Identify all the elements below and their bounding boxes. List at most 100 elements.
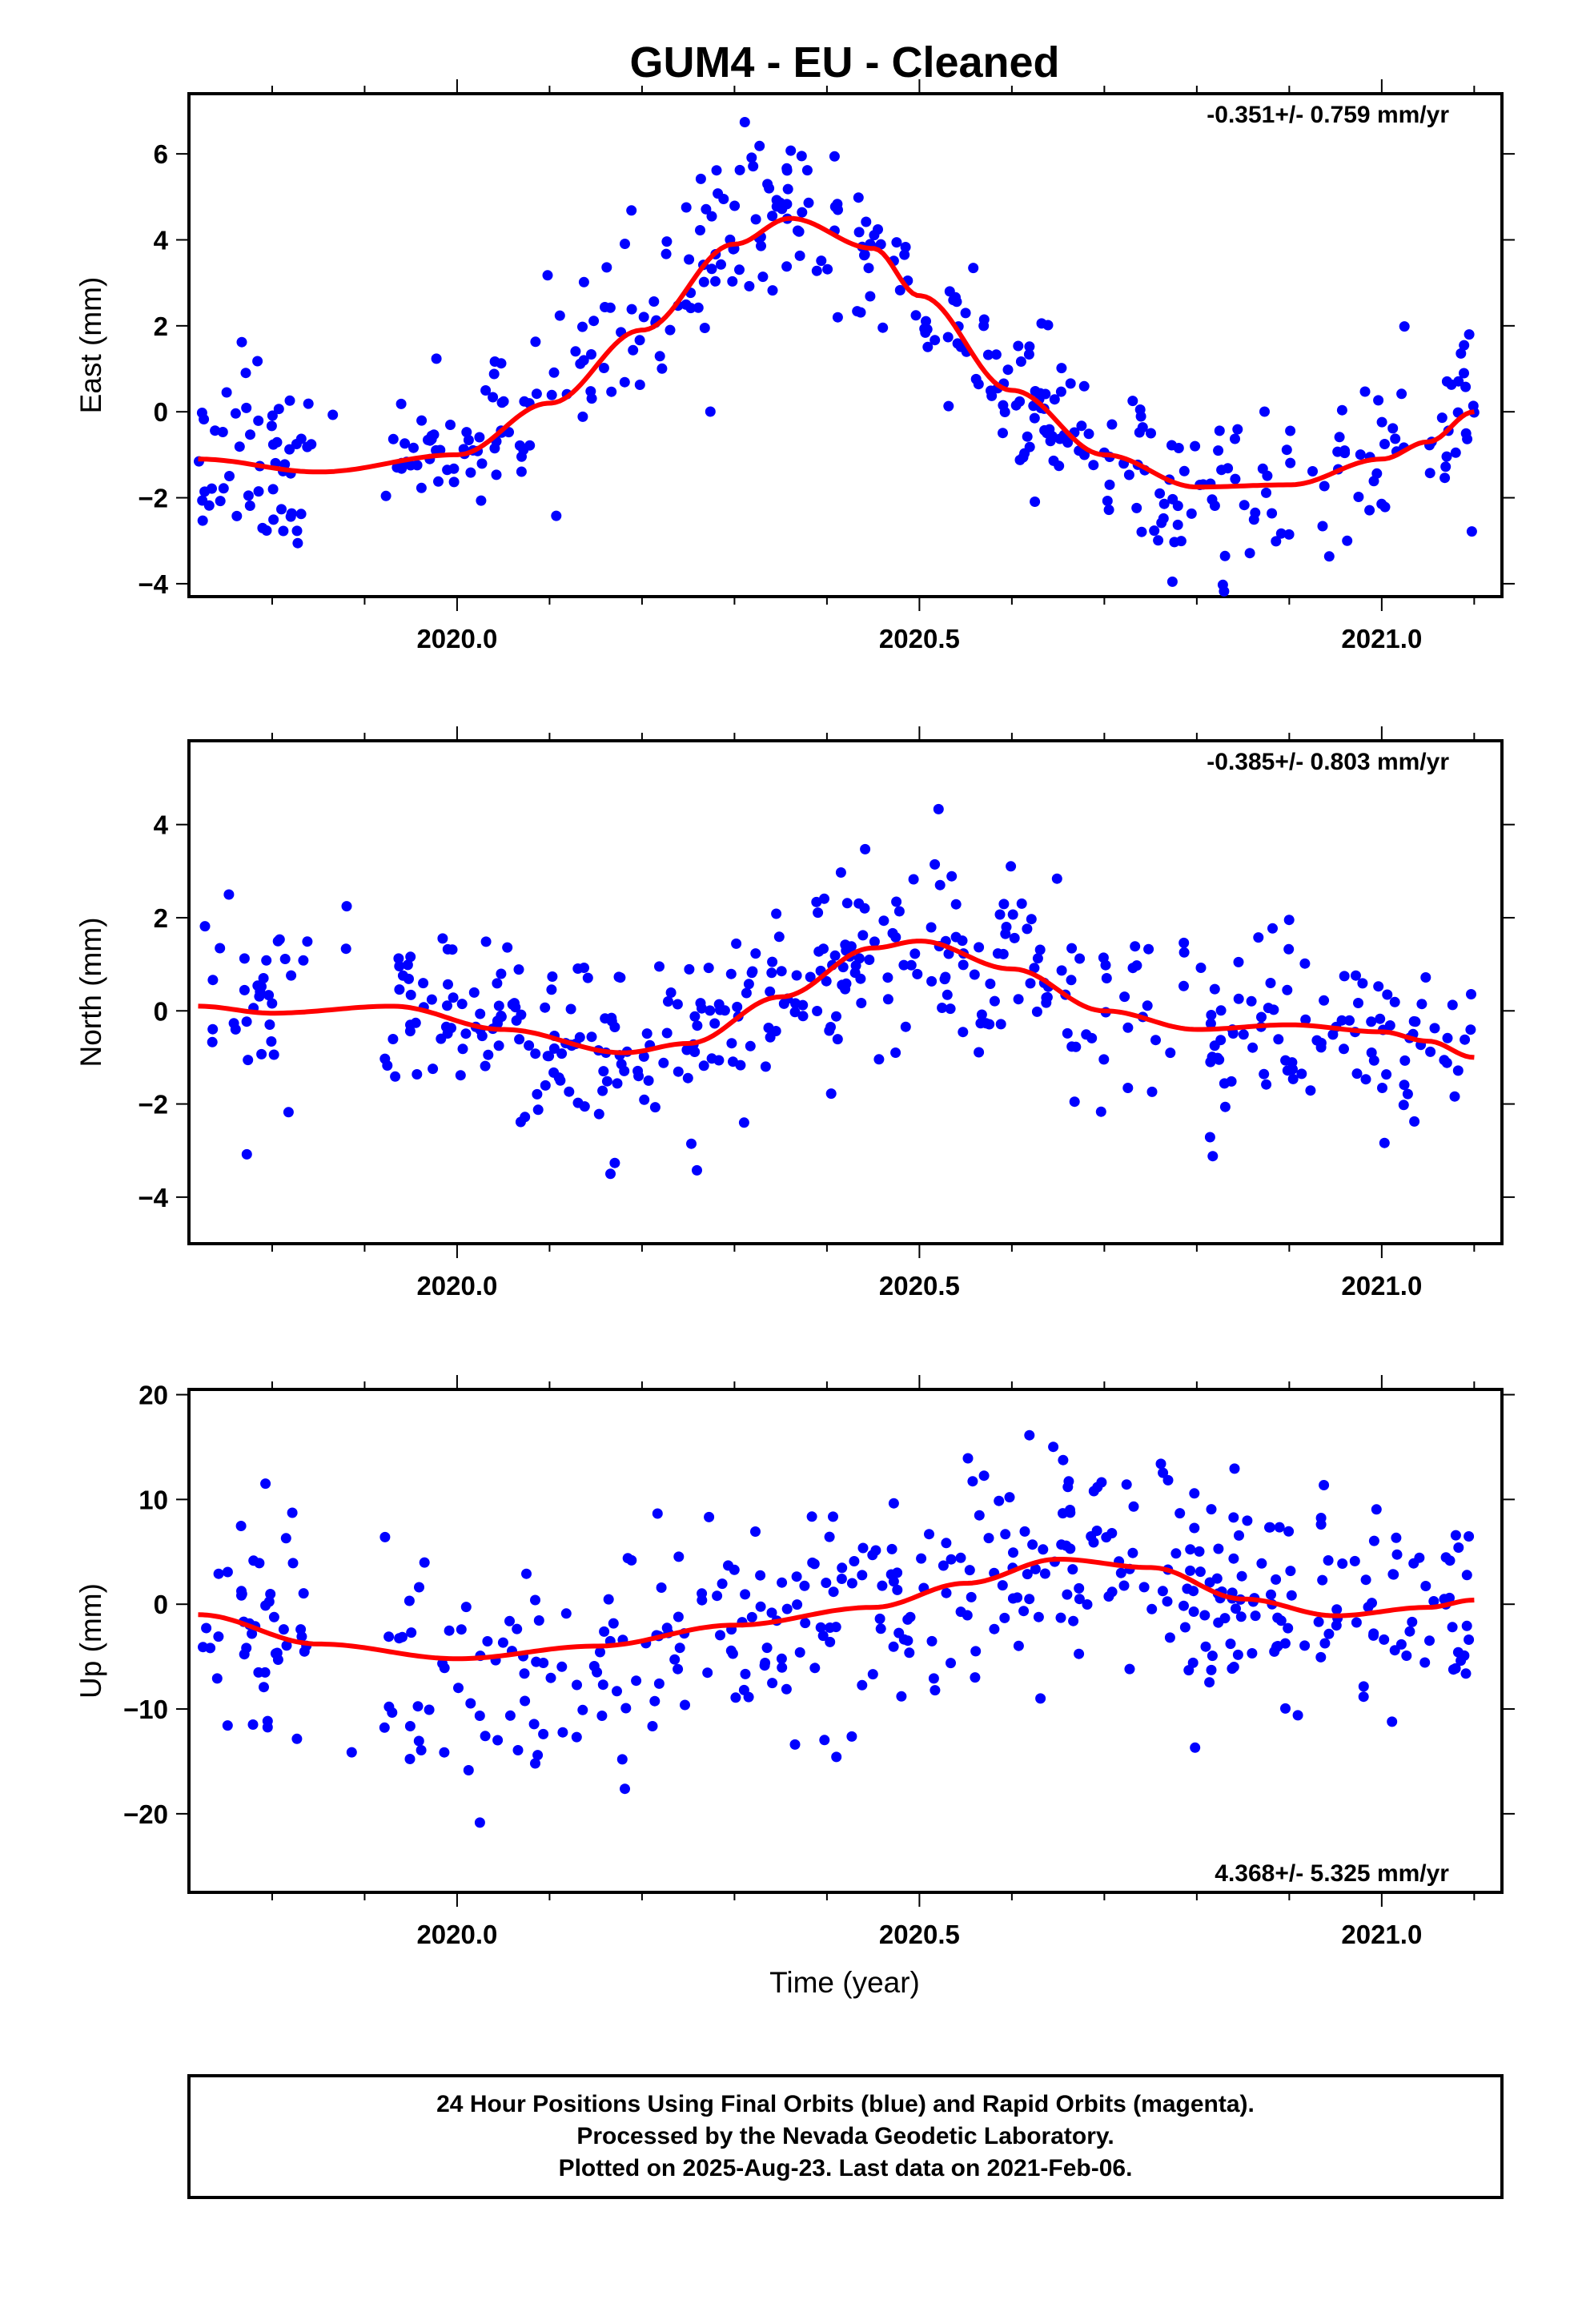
east-point [284, 444, 295, 455]
up-point [755, 1570, 766, 1581]
up-point [1232, 1649, 1243, 1660]
north-point [258, 973, 269, 983]
east-point [699, 323, 710, 333]
up-point [260, 1600, 271, 1611]
east-point [665, 324, 676, 336]
up-point [456, 1624, 467, 1635]
north-point [773, 931, 785, 943]
up-point [248, 1555, 259, 1566]
up-point [1271, 1574, 1282, 1585]
east-point [548, 367, 560, 378]
east-point [781, 261, 793, 272]
up-point [1371, 1504, 1382, 1515]
east-point [796, 151, 807, 162]
east-point [656, 363, 668, 374]
up-point [556, 1661, 568, 1672]
up-point [482, 1636, 493, 1647]
up-point [1440, 1552, 1452, 1563]
north-point [1233, 993, 1244, 1004]
up-point [723, 1560, 733, 1571]
up-point [967, 1476, 978, 1487]
x-axis-label: Time (year) [769, 1966, 920, 1999]
up-point [1331, 1604, 1343, 1615]
up-point [260, 1478, 271, 1490]
north-point [548, 1043, 560, 1054]
east-point [785, 145, 797, 156]
north-point [703, 963, 714, 974]
north-point [958, 959, 969, 971]
up-point [198, 1642, 208, 1653]
up-point [1228, 1553, 1239, 1564]
up-point [755, 1601, 766, 1612]
up-point [824, 1531, 835, 1542]
north-point [1368, 1055, 1379, 1066]
up-point [259, 1682, 269, 1693]
up-point [983, 1533, 994, 1544]
east-point [930, 335, 941, 346]
up-point [1048, 1441, 1059, 1453]
up-point [599, 1626, 610, 1637]
east-point [1219, 550, 1231, 561]
up-point [924, 1529, 934, 1540]
east-point [797, 207, 808, 218]
up-point [1178, 1600, 1189, 1611]
up-point [1195, 1566, 1206, 1578]
up-point [281, 1640, 292, 1651]
east-point [1281, 444, 1292, 456]
up-point [893, 1627, 905, 1638]
north-point [460, 1028, 472, 1039]
north-point [1460, 1034, 1471, 1045]
up-point [669, 1654, 681, 1665]
north-point [514, 1034, 525, 1045]
east-point [1024, 341, 1035, 352]
north-point [811, 896, 822, 907]
east-point [197, 495, 208, 506]
up-point [857, 1679, 868, 1691]
east-point [601, 262, 612, 273]
east-point [960, 308, 971, 319]
up-point [1206, 1664, 1217, 1675]
north-point [860, 843, 871, 854]
east-point [1459, 368, 1469, 379]
north-point [302, 936, 313, 947]
north-point [1026, 914, 1037, 925]
up-point [938, 1560, 949, 1571]
east-point [604, 302, 616, 313]
up-point [612, 1686, 622, 1697]
up-point [974, 1510, 985, 1521]
north-point [1066, 975, 1077, 986]
east-point [1186, 508, 1197, 519]
up-point [1200, 1641, 1211, 1652]
up-point [777, 1662, 788, 1673]
east-point [943, 400, 954, 412]
up-point [1389, 1645, 1400, 1656]
north-point [1402, 1088, 1413, 1100]
north-point [1247, 1042, 1259, 1053]
north-point [404, 1026, 416, 1037]
north-point [1195, 963, 1207, 973]
north-point [492, 978, 503, 989]
east-point [1459, 340, 1470, 351]
up-point [1188, 1606, 1199, 1617]
up-point [1279, 1638, 1291, 1649]
north-point [950, 899, 962, 910]
up-point [298, 1588, 309, 1599]
east-point [554, 310, 565, 321]
up-point [1019, 1526, 1030, 1537]
up-point [463, 1765, 474, 1775]
north-point [849, 967, 861, 979]
east-point [910, 310, 921, 321]
up-point [419, 1557, 430, 1568]
up-data-points [198, 1429, 1475, 1828]
up-point [1179, 1622, 1191, 1633]
east-point [327, 409, 339, 420]
north-point [1066, 943, 1078, 954]
east-point [1334, 432, 1345, 443]
north-point [1034, 944, 1046, 955]
east-point [1262, 470, 1273, 481]
up-point [379, 1531, 391, 1542]
east-point [210, 425, 221, 436]
up-point [631, 1675, 642, 1687]
east-point [448, 476, 460, 488]
